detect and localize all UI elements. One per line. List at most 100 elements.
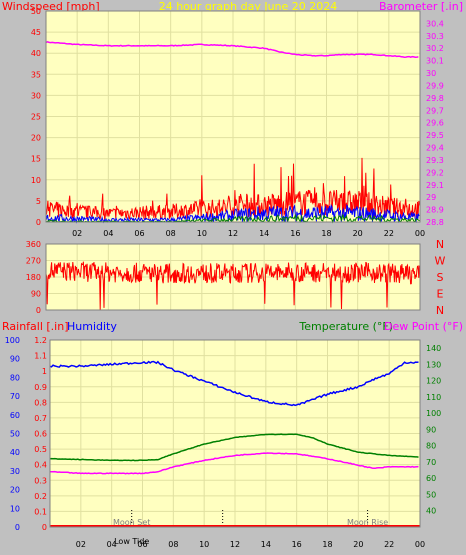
barometer-line [45, 40, 419, 59]
barometer-tick-label: 30 [426, 69, 436, 78]
direction-tick-label: 90 [31, 290, 41, 299]
direction-tick-label: 360 [26, 240, 41, 249]
rainfall-tick-label: 0.2 [34, 492, 47, 501]
wind-barometer-plot: 0 5 10 15 20 25 30 35 40 45 50 28.8 28.9 29 29.1 29.2 29… [31, 7, 444, 238]
windspeed-tick-label: 25 [31, 113, 41, 122]
compass-label: W [435, 255, 446, 268]
direction-tick-label: 0 [36, 306, 41, 315]
barometer-tick-label: 28.8 [426, 218, 444, 227]
rainfall-tick-label: 0.6 [34, 430, 47, 439]
rainfall-tick-label: 0.4 [34, 461, 47, 470]
x-tick-label: 08 [166, 229, 176, 238]
temperature-tick-label: 60 [426, 474, 436, 483]
x-tick-label: 14 [259, 229, 269, 238]
x-tick-label: 10 [197, 229, 207, 238]
rainfall-tick-label: 1 [42, 367, 47, 376]
x-tick-label: 22 [384, 229, 394, 238]
x-tick-label: 20 [353, 229, 363, 238]
temperature-tick-label: 100 [426, 409, 441, 418]
x-tick-label: 12 [230, 540, 240, 549]
humidity-tick-label: 10 [10, 504, 20, 513]
barometer-tick-label: 29.5 [426, 131, 444, 140]
windspeed-tick-label: 45 [31, 28, 41, 37]
temperature-humidity-plot: 010203040506070809010000.10.20.30.40.50.… [5, 336, 442, 549]
rainfall-tick-label: 0.3 [34, 476, 47, 485]
barometer-tick-label: 29.4 [426, 144, 444, 153]
windspeed-tick-label: 35 [31, 70, 41, 79]
temperature-tick-label: 140 [426, 344, 441, 353]
moon-rise-label: Moon Rise [347, 518, 388, 527]
windspeed-axis-label: Windspeed [mph] [2, 0, 100, 13]
barometer-tick-label: 30.2 [426, 44, 444, 53]
barometer-tick-label: 28.9 [426, 206, 444, 215]
x-tick-label: 16 [290, 229, 300, 238]
rainfall-axis-label: Rainfall [.in] [2, 320, 69, 333]
humidity-tick-label: 90 [10, 355, 20, 364]
windspeed-line [45, 157, 421, 220]
x-tick-label: 12 [228, 229, 238, 238]
plot-border [49, 339, 421, 528]
chart-title: 24 hour graph day June 20 2024 [159, 0, 338, 13]
temperature-tick-label: 130 [426, 360, 441, 369]
x-tick-label: 04 [107, 540, 117, 549]
windspeed-tick-label: 40 [31, 49, 41, 58]
barometer-tick-label: 29.7 [426, 106, 444, 115]
windspeed-tick-label: 10 [31, 176, 41, 185]
compass-label: E [437, 288, 444, 301]
plot-border [45, 243, 421, 311]
barometer-tick-label: 29.8 [426, 94, 444, 103]
x-tick-label: 14 [261, 540, 271, 549]
barometer-tick-label: 29 [426, 193, 436, 202]
direction-tick-label: 270 [26, 257, 41, 266]
barometer-tick-label: 30.3 [426, 32, 444, 41]
humidity-tick-label: 80 [10, 373, 20, 382]
temperature-line [49, 433, 419, 462]
x-tick-label: 22 [384, 540, 394, 549]
x-tick-label: 18 [322, 540, 332, 549]
barometer-tick-label: 29.6 [426, 119, 444, 128]
temperature-tick-label: 40 [426, 507, 436, 516]
barometer-tick-label: 29.2 [426, 168, 444, 177]
rainfall-tick-label: 0.7 [34, 414, 47, 423]
humidity-tick-label: 0 [15, 523, 20, 532]
temperature-tick-label: 90 [426, 425, 436, 434]
plot-border [45, 10, 421, 223]
barometer-tick-label: 29.9 [426, 81, 444, 90]
temperature-tick-label: 120 [426, 377, 441, 386]
wind-blue-line [45, 203, 420, 224]
windspeed-tick-label: 20 [31, 134, 41, 143]
rainfall-tick-label: 0.9 [34, 383, 47, 392]
temperature-tick-label: 110 [426, 393, 441, 402]
temperature-tick-label: 80 [426, 442, 436, 451]
rainfall-tick-label: 0.5 [34, 445, 47, 454]
temperature-tick-label: 50 [426, 490, 436, 499]
rainfall-tick-label: 0.1 [34, 507, 47, 516]
barometer-tick-label: 29.1 [426, 181, 444, 190]
humidity-tick-label: 20 [10, 486, 20, 495]
wind-direction-line [45, 261, 421, 310]
barometer-tick-label: 29.3 [426, 156, 444, 165]
windspeed-tick-label: 50 [31, 7, 41, 16]
x-tick-label: 00 [415, 229, 425, 238]
temperature-tick-label: 70 [426, 458, 436, 467]
x-tick-label: 02 [76, 540, 86, 549]
windspeed-tick-label: 5 [36, 197, 41, 206]
windspeed-tick-label: 15 [31, 155, 41, 164]
windspeed-tick-label: 30 [31, 91, 41, 100]
moon-set-label: Moon Set [113, 518, 150, 527]
x-tick-label: 18 [321, 229, 331, 238]
barometer-axis-label: Barometer [.in] [379, 0, 463, 13]
windspeed-tick-label: 0 [36, 218, 41, 227]
x-tick-label: 08 [168, 540, 178, 549]
x-tick-label: 00 [415, 540, 425, 549]
x-tick-label: 04 [103, 229, 113, 238]
rainfall-tick-label: 0 [42, 523, 47, 532]
compass-label: N [436, 238, 444, 251]
humidity-tick-label: 100 [5, 336, 20, 345]
low-tide-label: Low Tide [114, 537, 149, 546]
x-tick-label: 06 [137, 540, 147, 549]
x-tick-label: 20 [353, 540, 363, 549]
rainfall-tick-label: 1.2 [34, 336, 47, 345]
